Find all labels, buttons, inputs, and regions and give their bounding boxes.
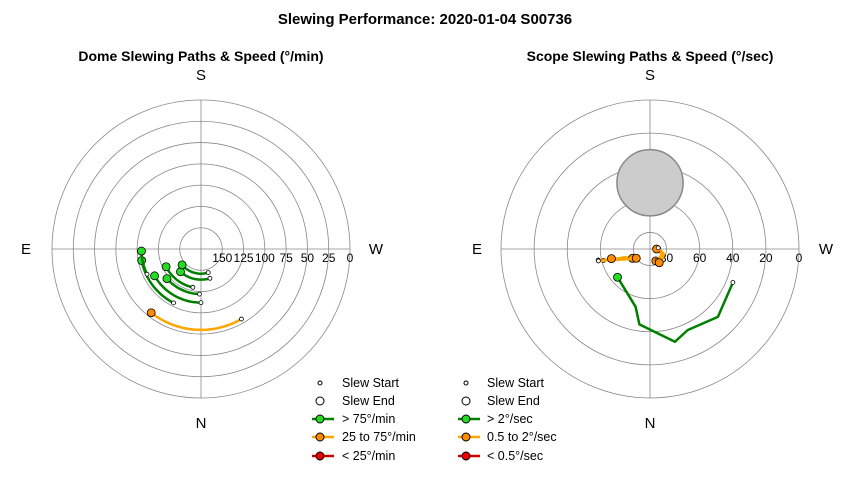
dome-slew-start-marker	[137, 246, 146, 256]
scope-slew-start-marker	[654, 258, 664, 268]
scope-slew-end-marker	[655, 245, 661, 251]
dome-slew-end-marker	[171, 300, 176, 306]
dome-legend-end-marker	[315, 396, 325, 406]
dome-tick-label: 100	[255, 251, 275, 265]
dome-slew-path	[179, 270, 212, 281]
scope-slew-path	[616, 275, 735, 344]
scope-legend-end: Slew End	[487, 394, 540, 408]
dome-legend-start: Slew Start	[342, 376, 399, 390]
dome-tick-label: 0	[347, 251, 354, 265]
dome-slew-end-marker	[198, 300, 204, 306]
dome-slew-end-marker	[207, 275, 213, 281]
dome-legend-medium: 25 to 75°/min	[342, 430, 416, 444]
scope-panel: Scope Slewing Paths & Speed (°/sec) S W …	[472, 48, 834, 432]
figure-title: Slewing Performance: 2020-01-04 S00736	[278, 11, 572, 28]
dome-slew-start-marker	[177, 260, 187, 270]
dome-tick-label: 125	[234, 251, 254, 265]
scope-slew-start-marker	[613, 272, 622, 282]
dome-legend-slow-marker	[315, 451, 325, 461]
dome-slew-start-marker	[146, 308, 156, 318]
dome-legend-slow: < 25°/min	[342, 449, 395, 463]
dome-legend-medium-marker	[315, 432, 325, 442]
dome-legend-fast: > 75°/min	[342, 412, 395, 426]
dome-compass-bottom: N	[196, 415, 207, 432]
dome-slew-path	[164, 265, 195, 289]
scope-compass-top: S	[645, 67, 655, 84]
scope-slew-start-marker	[607, 254, 616, 264]
scope-compass-left: E	[472, 241, 482, 258]
scope-tick-label: 60	[693, 251, 707, 265]
scope-compass-right: W	[819, 241, 834, 258]
dome-slew-end-marker	[197, 291, 202, 297]
dome-slew-end-marker	[205, 270, 211, 276]
dome-slews	[137, 246, 244, 332]
dome-legend-fast-marker	[315, 414, 325, 424]
scope-slew-start-marker	[631, 253, 641, 263]
scope-slew-end-marker	[595, 258, 601, 264]
dome-slew-path	[180, 263, 210, 275]
dome-slew-path	[165, 277, 201, 296]
scope-legend-start: Slew Start	[487, 376, 544, 390]
scope-avoidance-circle	[616, 148, 684, 217]
dome-slew-start-marker	[162, 274, 172, 284]
scope-slew-end-marker	[730, 280, 736, 285]
scope-legend: Slew Start Slew End > 2°/sec 0.5 to 2°/s…	[458, 376, 557, 463]
dome-tick-label: 50	[301, 251, 315, 265]
dome-tick-labels: 150 125 100 75 50 25 0	[212, 251, 353, 265]
scope-compass-bottom: N	[645, 415, 656, 432]
scope-legend-slow: < 0.5°/sec	[487, 449, 543, 463]
dome-compass-right: W	[369, 241, 384, 258]
scope-legend-fast: > 2°/sec	[487, 412, 533, 426]
dome-tick-label: 150	[212, 251, 232, 265]
dome-legend-end: Slew End	[342, 394, 395, 408]
scope-legend-slow-marker	[461, 451, 471, 461]
scope-legend-medium-marker	[461, 432, 471, 442]
dome-panel-title: Dome Slewing Paths & Speed (°/min)	[78, 48, 323, 64]
scope-legend-medium: 0.5 to 2°/sec	[487, 430, 557, 444]
scope-tick-label: 20	[759, 251, 773, 265]
scope-legend-start-marker	[463, 380, 469, 386]
dome-slew-start-marker	[161, 262, 171, 272]
scope-tick-labels: 80 60 40 20 0	[660, 251, 803, 265]
dome-slew-end-marker	[239, 316, 244, 322]
dome-tick-label: 25	[322, 251, 336, 265]
dome-grid	[51, 99, 351, 399]
scope-tick-label: 40	[726, 251, 740, 265]
scope-tick-label: 0	[796, 251, 803, 265]
scope-grid	[500, 99, 800, 399]
dome-slew-end-marker	[144, 271, 150, 277]
dome-compass-left: E	[21, 241, 31, 258]
dome-compass-top: S	[196, 67, 206, 84]
dome-slew-start-marker	[150, 271, 159, 281]
dome-tick-label: 75	[279, 251, 293, 265]
dome-legend: Slew Start Slew End > 75°/min 25 to 75°/…	[312, 376, 416, 463]
dome-panel: Dome Slewing Paths & Speed (°/min) S W N…	[21, 48, 384, 432]
scope-legend-fast-marker	[461, 414, 471, 424]
dome-legend-start-marker	[317, 380, 323, 386]
scope-legend-end-marker	[461, 396, 471, 406]
dome-slew-end-marker	[190, 284, 196, 290]
dome-slew-path	[149, 311, 243, 332]
scope-panel-title: Scope Slewing Paths & Speed (°/sec)	[527, 48, 774, 64]
scope-slews	[595, 244, 736, 344]
scope-avoidance-zone	[616, 148, 684, 217]
dome-slew-path	[153, 274, 203, 304]
